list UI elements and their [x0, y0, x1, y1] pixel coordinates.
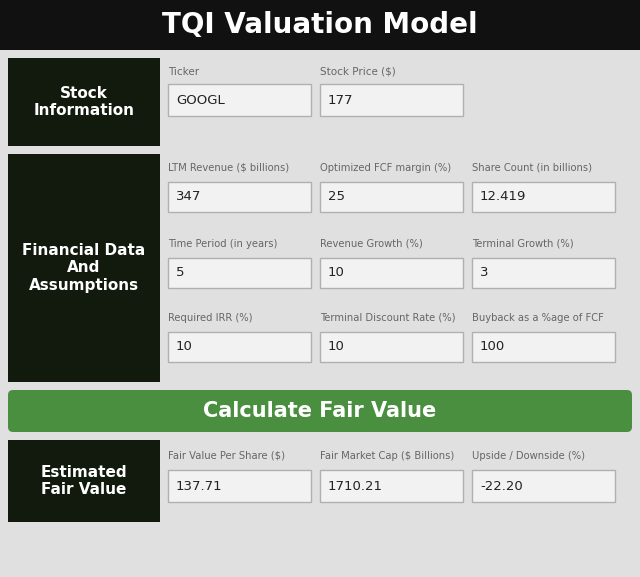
- FancyBboxPatch shape: [168, 182, 311, 212]
- Text: Upside / Downside (%): Upside / Downside (%): [472, 451, 585, 461]
- Text: LTM Revenue ($ billions): LTM Revenue ($ billions): [168, 163, 289, 173]
- FancyBboxPatch shape: [320, 258, 463, 288]
- Text: 347: 347: [176, 190, 202, 204]
- Text: Optimized FCF margin (%): Optimized FCF margin (%): [320, 163, 451, 173]
- Text: Financial Data
And
Assumptions: Financial Data And Assumptions: [22, 243, 146, 293]
- Text: 25: 25: [328, 190, 345, 204]
- FancyBboxPatch shape: [320, 182, 463, 212]
- FancyBboxPatch shape: [0, 440, 640, 522]
- Text: 10: 10: [176, 340, 193, 354]
- Text: 10: 10: [328, 340, 345, 354]
- Text: Ticker: Ticker: [168, 67, 199, 77]
- Text: TQI Valuation Model: TQI Valuation Model: [162, 11, 478, 39]
- FancyBboxPatch shape: [8, 58, 160, 146]
- Text: Required IRR (%): Required IRR (%): [168, 313, 253, 323]
- FancyBboxPatch shape: [320, 470, 463, 502]
- Text: -22.20: -22.20: [480, 479, 523, 493]
- Text: Stock
Information: Stock Information: [33, 86, 134, 118]
- FancyBboxPatch shape: [320, 332, 463, 362]
- Text: 3: 3: [480, 267, 488, 279]
- Text: 12.419: 12.419: [480, 190, 526, 204]
- Text: Fair Value Per Share ($): Fair Value Per Share ($): [168, 451, 285, 461]
- Text: Stock Price ($): Stock Price ($): [320, 67, 396, 77]
- Text: 177: 177: [328, 93, 353, 107]
- FancyBboxPatch shape: [472, 470, 615, 502]
- Text: Terminal Discount Rate (%): Terminal Discount Rate (%): [320, 313, 456, 323]
- Text: Time Period (in years): Time Period (in years): [168, 239, 277, 249]
- FancyBboxPatch shape: [8, 390, 632, 432]
- FancyBboxPatch shape: [168, 470, 311, 502]
- Text: Share Count (in billions): Share Count (in billions): [472, 163, 592, 173]
- Text: Estimated
Fair Value: Estimated Fair Value: [41, 465, 127, 497]
- Text: 137.71: 137.71: [176, 479, 223, 493]
- Text: 100: 100: [480, 340, 505, 354]
- FancyBboxPatch shape: [472, 258, 615, 288]
- Text: Fair Market Cap ($ Billions): Fair Market Cap ($ Billions): [320, 451, 454, 461]
- Text: 10: 10: [328, 267, 345, 279]
- FancyBboxPatch shape: [8, 440, 160, 522]
- FancyBboxPatch shape: [0, 58, 640, 146]
- FancyBboxPatch shape: [168, 258, 311, 288]
- FancyBboxPatch shape: [0, 0, 640, 50]
- FancyBboxPatch shape: [472, 332, 615, 362]
- Text: Buyback as a %age of FCF: Buyback as a %age of FCF: [472, 313, 604, 323]
- FancyBboxPatch shape: [168, 84, 311, 116]
- Text: GOOGL: GOOGL: [176, 93, 225, 107]
- FancyBboxPatch shape: [8, 154, 160, 382]
- FancyBboxPatch shape: [472, 182, 615, 212]
- Text: Revenue Growth (%): Revenue Growth (%): [320, 239, 423, 249]
- FancyBboxPatch shape: [320, 84, 463, 116]
- FancyBboxPatch shape: [168, 332, 311, 362]
- Text: Calculate Fair Value: Calculate Fair Value: [204, 401, 436, 421]
- Text: 5: 5: [176, 267, 184, 279]
- FancyBboxPatch shape: [0, 154, 640, 382]
- Text: 1710.21: 1710.21: [328, 479, 383, 493]
- Text: Terminal Growth (%): Terminal Growth (%): [472, 239, 573, 249]
